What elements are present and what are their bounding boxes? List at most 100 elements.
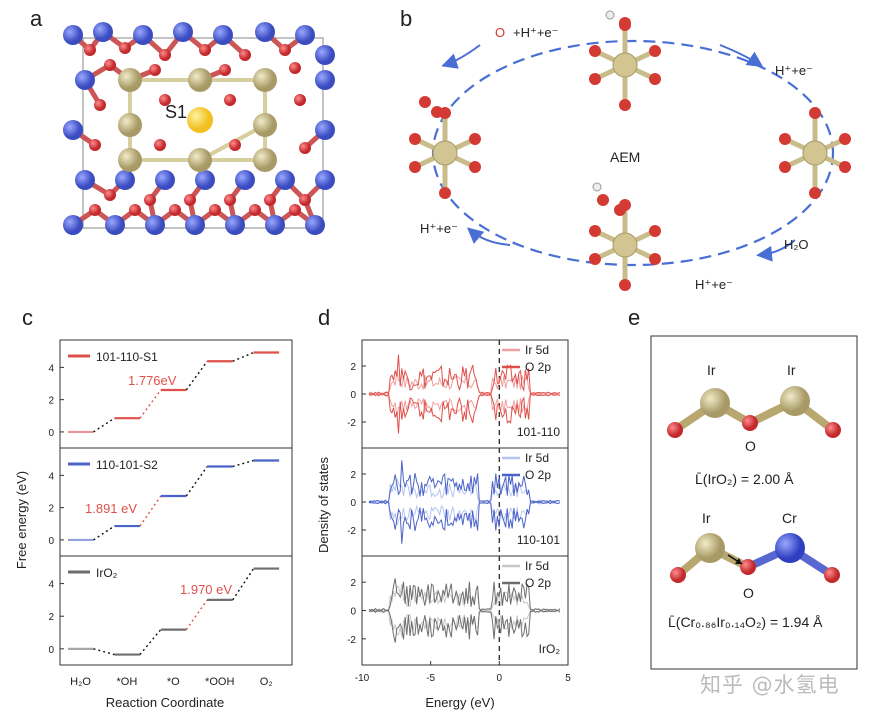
o-atom	[229, 139, 241, 151]
xtick-label: *OOH	[205, 676, 234, 688]
oxygen-atom	[589, 225, 601, 237]
cr-atom	[63, 215, 83, 235]
cr-atom	[155, 170, 175, 190]
ir-atom	[253, 113, 277, 137]
dos-curve-down	[368, 393, 561, 434]
dos-ylabel: Density of states	[316, 456, 331, 553]
ytick-label: 0	[48, 536, 54, 547]
ir-atom	[118, 148, 142, 172]
atom-label-ir-bottom: Ir	[702, 510, 711, 526]
connector	[93, 525, 115, 541]
xtick-label: O₂	[260, 676, 273, 688]
iridium-atom	[695, 533, 725, 563]
iridium-atom	[612, 52, 638, 78]
cr-atom	[315, 120, 335, 140]
dos-curve-up	[368, 354, 561, 395]
legend-label: O 2p	[525, 360, 551, 374]
connector	[232, 459, 254, 468]
xtick-label: *O	[167, 676, 180, 688]
cr-atom	[213, 25, 233, 45]
cr-atom	[185, 215, 205, 235]
watermark-text: 知乎 @水氢电	[700, 673, 840, 697]
cr-atom	[315, 45, 335, 65]
atom-label-cr: Cr	[782, 510, 797, 526]
oxygen-atom	[825, 422, 841, 438]
ir-atom	[188, 68, 212, 92]
o-atom	[249, 204, 261, 216]
o-atom	[89, 139, 101, 151]
cr-atom	[145, 215, 165, 235]
panel-label-a: a	[30, 6, 43, 31]
connector	[185, 360, 208, 391]
panel-label-b: b	[400, 6, 413, 31]
cr-atom	[315, 170, 335, 190]
cr-atom	[63, 25, 83, 45]
crystal-structure-panel-a: S1	[63, 22, 335, 235]
connector	[232, 351, 254, 362]
legend-label: Ir 5d	[525, 451, 549, 465]
connector	[232, 568, 255, 601]
ytick-label: 0	[48, 645, 54, 656]
legend-label: 110-101-S2	[96, 458, 158, 472]
bond-length-iro2: L̄(IrO₂) = 2.00 Å	[695, 471, 794, 487]
aem-cycle-panel-b: AEM O +H⁺+e⁻ H⁺+e⁻ H⁺+e⁻ H⁺+e⁻ H₂O	[409, 10, 851, 292]
reaction-xlabel: Reaction Coordinate	[106, 695, 225, 710]
o-atom	[289, 204, 301, 216]
connector	[185, 466, 208, 497]
connector	[93, 417, 115, 433]
o-atom	[144, 194, 156, 206]
ir-atom	[188, 148, 212, 172]
oxygen-atom	[649, 73, 661, 85]
ytick-label: 0	[48, 428, 54, 439]
iridium-atom	[700, 388, 730, 418]
oxygen-atom	[597, 194, 609, 206]
cr-atom	[275, 170, 295, 190]
xtick-label: 5	[565, 673, 571, 684]
iridium-atom	[432, 140, 458, 166]
o-atom	[104, 59, 116, 71]
oxygen-atom	[740, 559, 756, 575]
oxygen-atom	[431, 106, 443, 118]
panel-label-c: c	[22, 305, 33, 330]
o-atom	[119, 42, 131, 54]
atom-label-o-top: O	[745, 438, 756, 454]
aem-center-label: AEM	[610, 149, 640, 165]
o-atom	[224, 94, 236, 106]
oxygen-atom	[619, 99, 631, 111]
ytick-label: 2	[48, 396, 54, 407]
step-h-label-2: H⁺+e⁻	[420, 221, 458, 236]
o-atom	[159, 94, 171, 106]
oxygen-atom	[589, 253, 601, 265]
oxygen-atom	[779, 161, 791, 173]
ir-atom	[253, 68, 277, 92]
cr-atom	[235, 170, 255, 190]
cr-atom	[225, 215, 245, 235]
oxygen-atom	[839, 133, 851, 145]
dos-curve-up	[368, 460, 561, 503]
ytick-label: 4	[48, 363, 54, 374]
o-atom	[299, 142, 311, 154]
o-atom	[279, 44, 291, 56]
legend-label: O 2p	[525, 468, 551, 482]
o-atom	[294, 94, 306, 106]
xtick-label: H₂O	[70, 676, 91, 688]
cr-atom	[255, 22, 275, 42]
oxygen-atom	[824, 567, 840, 583]
active-site-s1	[187, 107, 213, 133]
xtick-label: -5	[426, 673, 435, 684]
step-o2-label: O	[495, 25, 505, 40]
o-atom	[149, 64, 161, 76]
atom-label-o-bottom: O	[743, 585, 754, 601]
panel-label-d: d	[318, 305, 331, 330]
atom-label-ir-right: Ir	[787, 362, 796, 378]
ytick-label: 2	[350, 470, 356, 481]
o-atom	[239, 49, 251, 61]
ir-atom	[118, 113, 142, 137]
o-atom	[89, 204, 101, 216]
connector	[93, 648, 115, 656]
step-h-label-1: H⁺+e⁻	[775, 63, 813, 78]
xtick-label: *OH	[117, 676, 138, 688]
subpanel-name: 101-110	[517, 425, 560, 439]
step-h2o-label: H₂O	[784, 237, 809, 252]
ytick-label: 2	[48, 504, 54, 515]
